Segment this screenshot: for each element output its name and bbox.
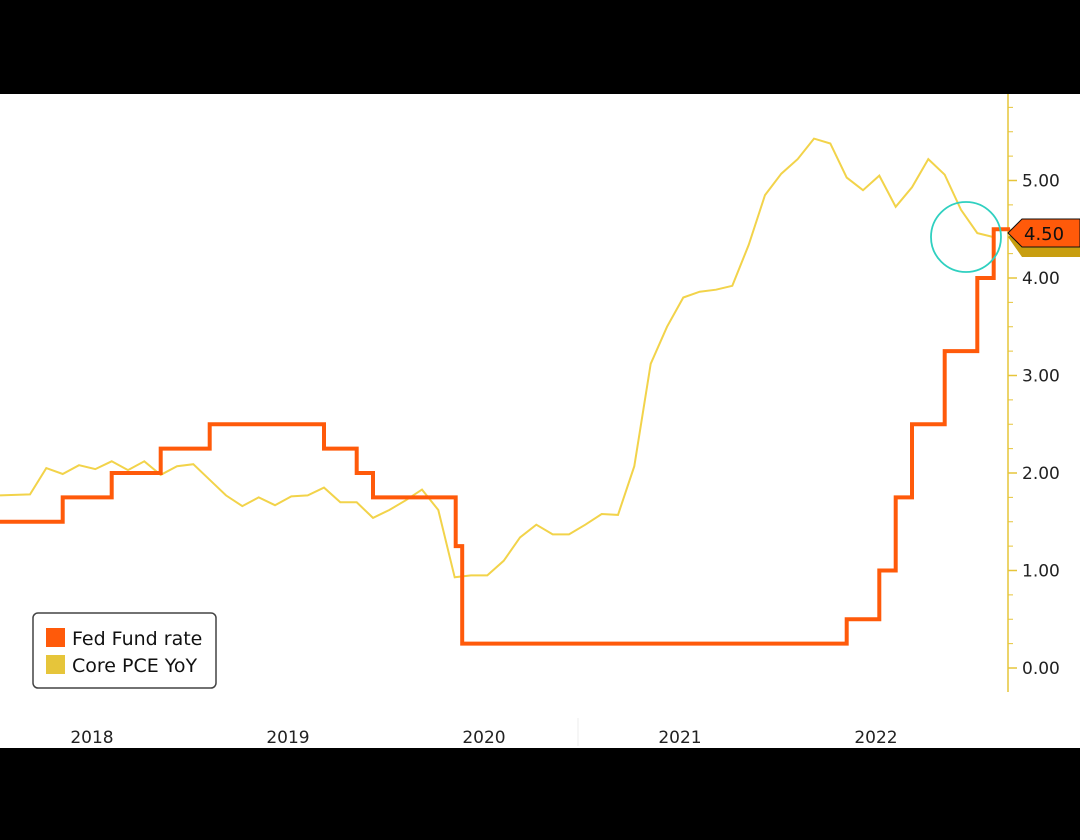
last-value-tag: 4.50: [1007, 218, 1080, 257]
x-tick-label: 2022: [854, 728, 897, 748]
x-tick-label: 2019: [266, 728, 309, 748]
x-tick-label: 2021: [658, 728, 701, 748]
series-line-fed-fund-rate: [0, 227, 1010, 646]
series-layer: [0, 137, 1010, 646]
legend-swatch-fed-fund: [46, 628, 65, 647]
y-axis-ticks: 0.00 1.00 2.00 3.00 4.00 5.00: [1008, 106, 1060, 679]
y-tick-label: 0.00: [1022, 659, 1060, 679]
series-line-core-pce: [0, 137, 994, 579]
x-tick-label: 2018: [70, 728, 113, 748]
y-tick-label: 3.00: [1022, 367, 1060, 387]
highlight-circle: [930, 201, 1002, 273]
x-axis-ticks: 2018 2019 2020 2021 2022: [70, 728, 897, 748]
y-tick-label: 5.00: [1022, 172, 1060, 192]
y-tick-label: 1.00: [1022, 562, 1060, 582]
last-value-tag-box: [1007, 218, 1080, 248]
legend-box: [32, 612, 217, 689]
legend-label-fed-fund: Fed Fund rate: [72, 628, 202, 650]
x-tick-label: 2020: [462, 728, 505, 748]
y-tick-label: 2.00: [1022, 464, 1060, 484]
legend: Fed Fund rate Core PCE YoY: [32, 612, 217, 689]
legend-label-core-pce: Core PCE YoY: [72, 655, 197, 677]
y-tick-label: 4.00: [1022, 269, 1060, 289]
legend-swatch-core-pce: [46, 655, 65, 674]
last-value-label: 4.50: [1024, 224, 1064, 245]
